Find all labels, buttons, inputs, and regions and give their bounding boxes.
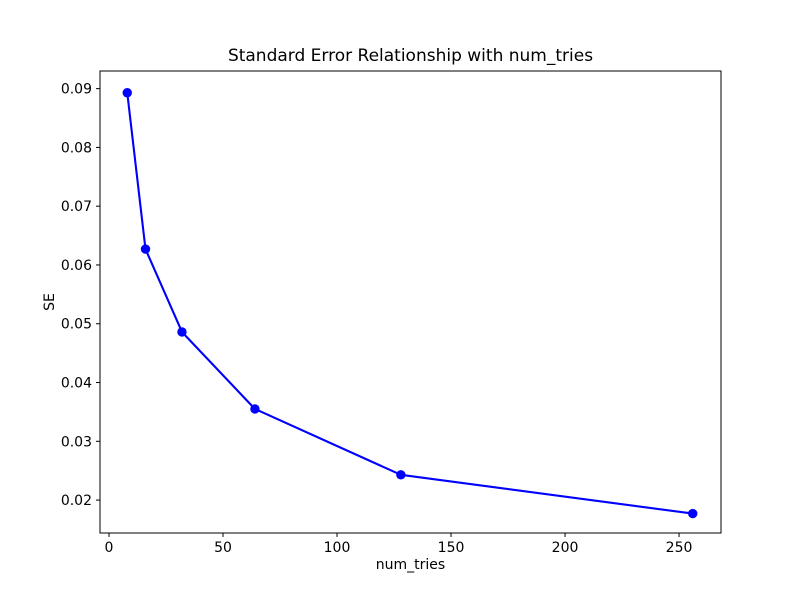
data-point-marker <box>177 327 187 337</box>
x-tick-label: 250 <box>666 540 693 556</box>
y-tick-label: 0.08 <box>61 140 92 156</box>
data-point-marker <box>140 244 151 254</box>
chart-title: Standard Error Relationship with num_tri… <box>227 46 594 66</box>
x-axis-label: num_tries <box>375 557 446 573</box>
plot-border <box>99 70 722 534</box>
data-point-marker <box>122 88 132 98</box>
y-tick-label: 0.03 <box>61 434 92 450</box>
data-point-marker <box>396 470 406 480</box>
y-tick-label: 0.05 <box>61 317 92 333</box>
y-tick-label: 0.02 <box>61 493 92 509</box>
y-tick-label: 0.04 <box>61 376 92 392</box>
y-tick-label: 0.06 <box>61 258 92 274</box>
x-tick-label: 0 <box>105 540 114 556</box>
data-point-marker <box>250 404 260 414</box>
y-tick-label: 0.09 <box>61 82 92 98</box>
data-point-marker <box>688 508 698 519</box>
y-tick-label: 0.07 <box>61 199 92 215</box>
x-tick-label: 150 <box>438 540 465 556</box>
se-data-line <box>126 92 693 515</box>
x-tick-label: 100 <box>324 540 351 556</box>
x-tick-label: 50 <box>214 540 232 556</box>
x-tick-label: 200 <box>552 540 579 556</box>
